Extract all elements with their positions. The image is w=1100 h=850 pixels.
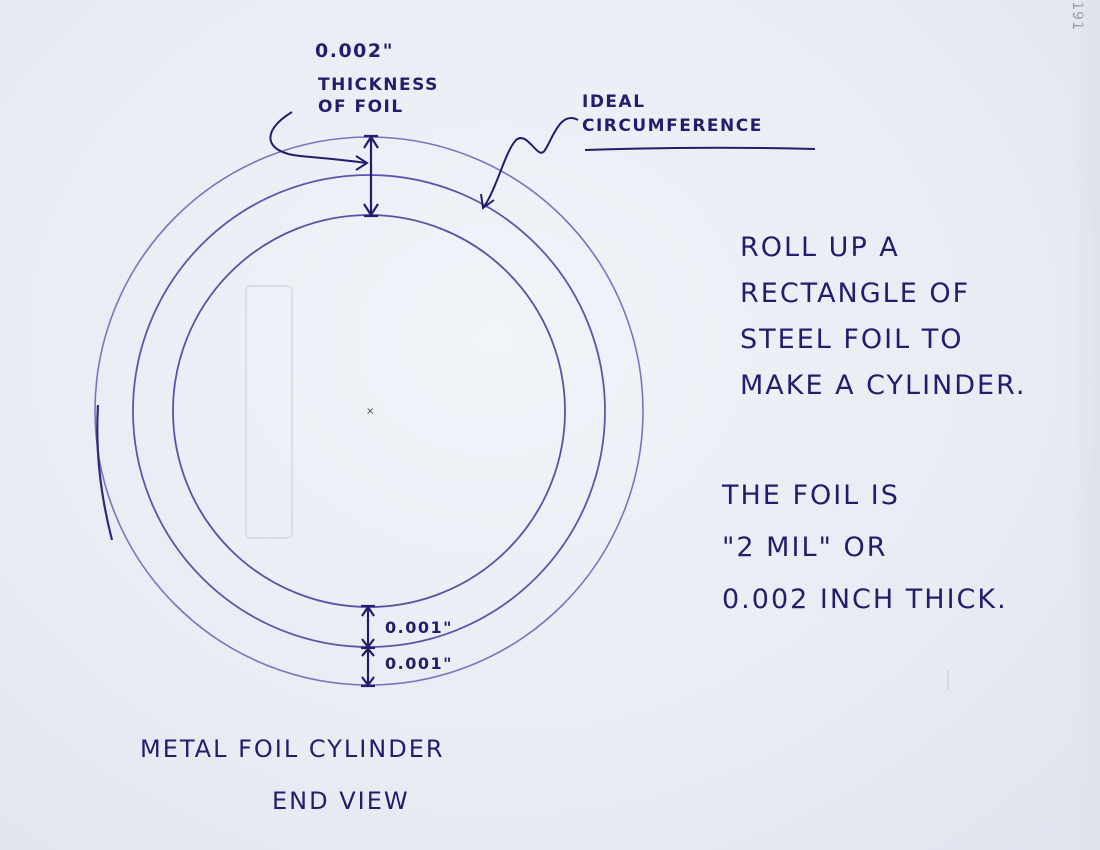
ideal-underline	[584, 146, 816, 151]
ideal-label-line2: CIRCUMFERENCE	[582, 116, 763, 136]
instruction-roll-up: ROLL UP A RECTANGLE OF STEEL FOIL TO MAK…	[740, 232, 1027, 401]
faint-bleedthrough-stamp	[245, 285, 293, 539]
scan-edge-shadow	[1072, 0, 1100, 850]
outer-circle-retrace	[96, 404, 114, 541]
instruction-foil-thickness: THE FOIL IS "2 MIL" OR 0.002 INCH THICK.	[722, 480, 1008, 615]
caption-subtitle: END VIEW	[272, 787, 410, 815]
outer-half-thickness: 0.001"	[385, 654, 453, 673]
foil-thickness-value: 0.002"	[315, 40, 394, 62]
inner-half-thickness: 0.001"	[385, 618, 453, 637]
foil-thickness-label-line1: THICKNESS	[318, 75, 439, 95]
thickness-leader	[269, 111, 367, 164]
top-thickness-arrow	[363, 134, 379, 218]
ideal-label-line1: IDEAL	[582, 92, 646, 112]
ideal-leader-arrowhead	[480, 193, 495, 210]
thickness-leader-arrowhead	[355, 155, 369, 171]
bottom-dimension-arrows	[361, 604, 375, 688]
ideal-leader	[483, 117, 579, 208]
foil-thickness-label-line2: OF FOIL	[318, 97, 404, 117]
caption-title: METAL FOIL CYLINDER	[140, 735, 445, 763]
center-mark: ×	[366, 406, 374, 417]
